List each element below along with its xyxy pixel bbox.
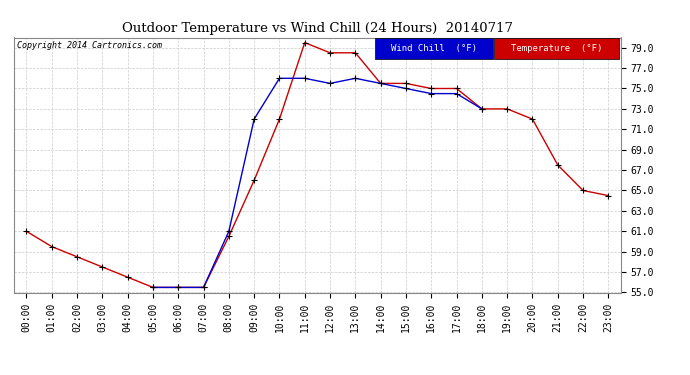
- FancyBboxPatch shape: [494, 38, 618, 59]
- Text: Copyright 2014 Cartronics.com: Copyright 2014 Cartronics.com: [17, 41, 162, 50]
- Text: Temperature  (°F): Temperature (°F): [511, 44, 602, 53]
- Title: Outdoor Temperature vs Wind Chill (24 Hours)  20140717: Outdoor Temperature vs Wind Chill (24 Ho…: [122, 22, 513, 35]
- Text: Wind Chill  (°F): Wind Chill (°F): [391, 44, 477, 53]
- FancyBboxPatch shape: [375, 38, 493, 59]
